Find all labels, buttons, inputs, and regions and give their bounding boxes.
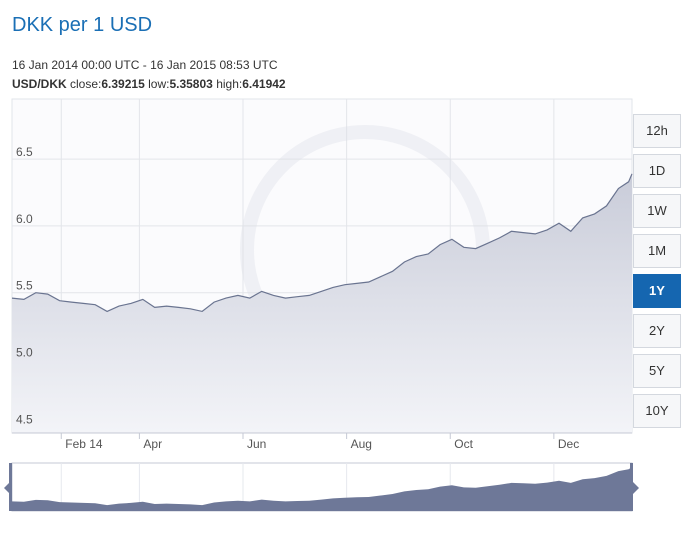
currency-pair: USD/DKK <box>12 77 67 91</box>
low-value: 5.35803 <box>169 77 213 91</box>
x-tick-label: Dec <box>558 437 579 451</box>
x-axis-labels: Feb 14 Apr Jun Aug Oct Dec <box>60 433 579 451</box>
x-tick-label: Feb 14 <box>65 437 103 451</box>
y-tick-label: 5.0 <box>16 346 33 360</box>
low-label: low: <box>148 77 170 91</box>
y-axis-labels: 6.5 6.0 5.5 5.0 4.5 <box>16 145 33 426</box>
x-tick-label: Jun <box>247 437 266 451</box>
y-tick-label: 5.5 <box>16 279 33 293</box>
close-label: close: <box>70 77 102 91</box>
rate-stats: USD/DKK close:6.39215 low:5.35803 high:6… <box>12 77 286 91</box>
close-value: 6.39215 <box>101 77 145 91</box>
navigator-right-bar <box>630 463 633 511</box>
period-button-1y[interactable]: 1Y <box>633 274 681 308</box>
period-button-1m[interactable]: 1M <box>633 234 681 268</box>
period-button-10y[interactable]: 10Y <box>633 394 681 428</box>
navigator-right-handle[interactable] <box>633 482 639 494</box>
high-label: high: <box>216 77 243 91</box>
y-tick-label: 6.5 <box>16 145 33 159</box>
x-tick-label: Aug <box>351 437 372 451</box>
x-tick-label: Oct <box>454 437 473 451</box>
period-button-1d[interactable]: 1D <box>633 154 681 188</box>
y-tick-label: 6.0 <box>16 212 33 226</box>
period-button-2y[interactable]: 2Y <box>633 314 681 348</box>
navigator-left-handle[interactable] <box>4 482 10 494</box>
navigator-area <box>12 467 632 511</box>
rate-line <box>11 173 633 313</box>
y-tick-label: 4.5 <box>16 412 33 426</box>
date-range-text: 16 Jan 2014 00:00 UTC - 16 Jan 2015 08:5… <box>12 58 278 72</box>
period-button-12h[interactable]: 12h <box>633 114 681 148</box>
period-button-5y[interactable]: 5Y <box>633 354 681 388</box>
period-button-1w[interactable]: 1W <box>633 194 681 228</box>
rate-area <box>12 173 632 434</box>
x-tick-label: Apr <box>143 437 162 451</box>
navigator-left-bar <box>9 463 12 511</box>
chart-title: DKK per 1 USD <box>12 14 153 36</box>
high-value: 6.41942 <box>242 77 286 91</box>
